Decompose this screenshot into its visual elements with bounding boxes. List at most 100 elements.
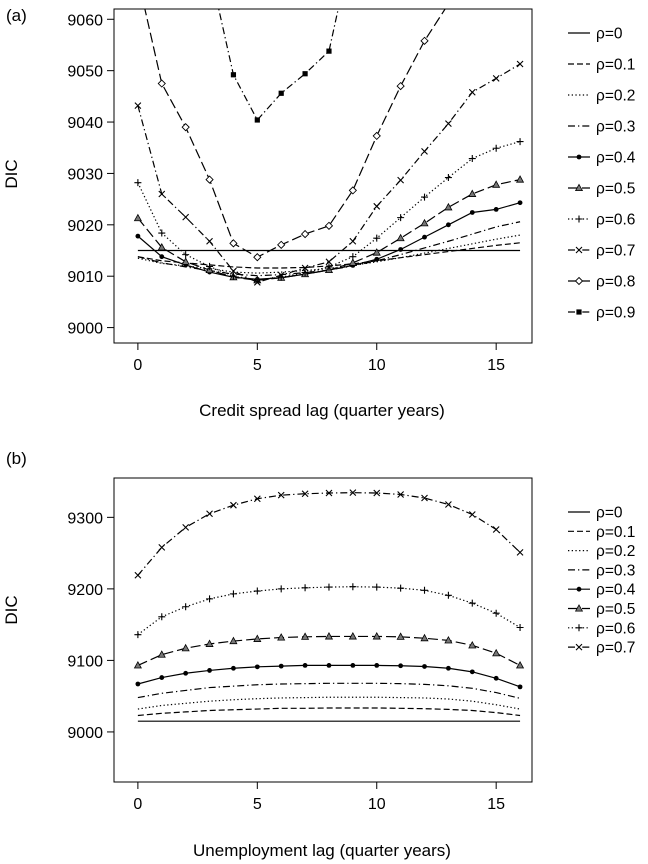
y-tick-label: 9050 <box>67 64 103 81</box>
point-marker <box>135 681 141 687</box>
point-marker <box>420 36 429 45</box>
point-marker <box>229 590 237 598</box>
x-tick-label: 10 <box>368 357 386 374</box>
x-tick-label: 15 <box>487 796 505 813</box>
point-marker <box>159 254 165 260</box>
series-line <box>137 586 521 636</box>
x-axis-title: Credit spread lag (quarter years) <box>199 401 445 420</box>
y-tick-label: 9000 <box>67 725 103 742</box>
panel-b: (b) DIC Unemployment lag (quarter years)… <box>2 449 636 860</box>
series-line <box>218 9 339 122</box>
point-marker <box>398 663 404 669</box>
y-tick-label: 9020 <box>67 218 103 235</box>
point-marker <box>206 262 214 270</box>
legend-label: ρ=0.8 <box>596 274 635 291</box>
point-marker <box>348 186 357 195</box>
legend-label: ρ=0.6 <box>596 212 635 229</box>
point-marker <box>230 501 237 509</box>
point-marker <box>349 237 357 245</box>
point-marker <box>326 663 332 668</box>
point-marker <box>492 180 501 188</box>
point-marker <box>446 665 451 671</box>
point-marker <box>134 179 142 187</box>
point-marker <box>277 240 286 249</box>
legend-label: ρ=0.2 <box>596 543 635 560</box>
point-marker <box>397 176 405 184</box>
panel-label: (b) <box>6 449 27 468</box>
point-marker <box>348 632 357 640</box>
point-marker <box>373 489 381 497</box>
x-tick-label: 15 <box>487 357 505 374</box>
point-marker <box>397 491 405 498</box>
point-marker <box>398 247 404 252</box>
legend-label: ρ=0.6 <box>596 620 635 637</box>
y-axis-title: DIC <box>2 159 21 188</box>
point-marker <box>207 668 212 673</box>
legend: ρ=0 ρ=0.1 ρ=0.2 ρ=0.3 ρ=0.4 ρ=0.5 ρ=0.6 ρ=0.7 ρ=… <box>568 26 636 322</box>
legend-label: ρ=0.9 <box>596 305 635 322</box>
legend-label: ρ=0 <box>596 26 623 43</box>
point-marker <box>422 664 427 669</box>
x-tick-label: 10 <box>368 796 386 813</box>
series-line <box>137 682 521 699</box>
point-marker <box>397 214 405 222</box>
point-marker <box>574 183 584 191</box>
x-tick-label: 5 <box>253 796 262 813</box>
point-marker <box>516 623 524 631</box>
point-marker <box>300 229 310 239</box>
point-marker <box>515 175 525 183</box>
point-marker <box>324 632 334 640</box>
point-marker <box>325 258 333 266</box>
plot-frame <box>113 477 533 783</box>
series-group <box>133 489 525 722</box>
point-marker <box>516 60 524 68</box>
point-marker <box>350 663 356 668</box>
point-marker <box>444 635 453 644</box>
point-marker <box>253 587 261 595</box>
point-marker <box>575 215 583 223</box>
point-marker <box>158 613 166 621</box>
y-tick-label: 9010 <box>67 269 103 286</box>
legend-label: ρ=0.7 <box>596 243 635 260</box>
point-marker <box>182 523 190 531</box>
x-tick-label: 5 <box>253 357 262 374</box>
point-marker <box>493 675 499 681</box>
y-tick-label: 9100 <box>67 653 103 670</box>
y-axis-title: DIC <box>2 595 21 624</box>
point-marker <box>135 233 141 239</box>
point-marker <box>574 604 584 612</box>
point-marker <box>324 221 334 230</box>
point-marker <box>421 193 429 201</box>
point-marker <box>205 639 214 647</box>
point-marker <box>445 501 452 508</box>
legend-label: ρ=0.4 <box>596 150 636 167</box>
point-marker <box>325 263 333 271</box>
point-marker <box>253 634 262 642</box>
point-marker <box>301 269 309 277</box>
legend-label: ρ=0.4 <box>596 582 636 599</box>
point-marker <box>576 309 582 315</box>
panel-a: (a) DIC Credit spread lag (quarter years… <box>2 0 636 420</box>
point-marker <box>469 210 475 215</box>
point-marker <box>325 489 333 497</box>
legend-label: ρ=0.1 <box>596 57 635 74</box>
point-marker <box>445 0 452 7</box>
point-marker <box>301 264 309 272</box>
panel-label: (a) <box>6 6 27 25</box>
point-marker <box>444 174 452 182</box>
point-marker <box>444 591 452 599</box>
point-marker <box>301 490 309 498</box>
point-marker <box>492 144 500 152</box>
point-marker <box>326 48 332 54</box>
point-marker <box>158 190 166 198</box>
point-marker <box>134 631 142 639</box>
legend-label: ρ=0.3 <box>596 562 635 579</box>
point-marker <box>181 643 190 652</box>
point-marker <box>181 123 190 132</box>
point-marker <box>302 71 308 77</box>
point-marker <box>182 251 190 259</box>
y-tick-label: 9000 <box>67 321 103 338</box>
point-marker <box>397 584 405 592</box>
point-marker <box>575 643 583 651</box>
series-line <box>137 707 521 717</box>
